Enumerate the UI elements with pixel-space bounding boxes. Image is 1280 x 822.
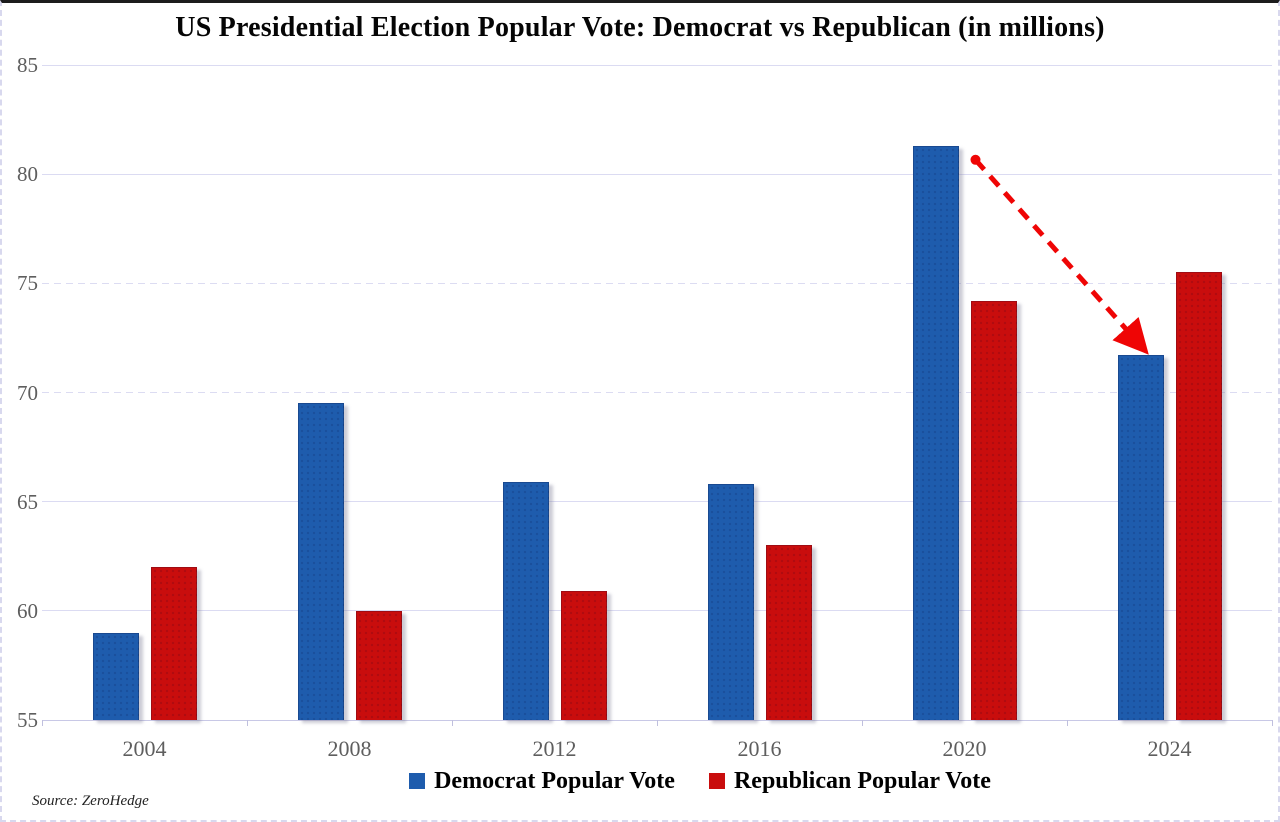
legend-item-republican: Republican Popular Vote	[708, 767, 991, 795]
x-tick-label-2024: 2024	[1147, 736, 1192, 761]
x-axis-boundary-tick	[247, 720, 248, 726]
bar-democrat-2004	[92, 632, 139, 720]
bar-democrat-2012	[502, 482, 549, 720]
legend-label-democrat: Democrat Popular Vote	[434, 767, 675, 794]
source-credit: Source: ZeroHedge	[32, 793, 149, 809]
bar-democrat-2020	[912, 145, 959, 720]
gridline-70	[42, 392, 1272, 393]
gridline-65	[42, 501, 1272, 503]
x-axis-boundary-tick	[1272, 720, 1273, 726]
y-tick-label-75: 75	[17, 271, 38, 296]
x-tick-label-2020: 2020	[942, 736, 987, 761]
x-tick-label-2016: 2016	[737, 736, 782, 761]
y-tick-label-70: 70	[17, 380, 38, 405]
x-axis-boundary-tick	[452, 720, 453, 726]
gridline-80	[42, 173, 1272, 175]
bar-democrat-2008	[297, 403, 344, 720]
bar-republican-2020	[970, 300, 1017, 720]
x-tick-label-2004: 2004	[122, 736, 167, 761]
y-tick-label-80: 80	[17, 162, 38, 187]
bar-republican-2016	[765, 545, 812, 720]
x-axis-boundary-tick	[862, 720, 863, 726]
chart-title: US Presidential Election Popular Vote: D…	[175, 12, 1105, 43]
y-tick-label-65: 65	[17, 489, 38, 514]
bar-democrat-2016	[707, 484, 754, 720]
plot-area: 55 60 65 70 75 80 85 2004 2008 2012 2016 2020 2024	[2, 3, 1278, 820]
bar-democrat-2024	[1117, 355, 1164, 720]
x-axis-boundary-tick	[42, 720, 43, 726]
gridline-85	[42, 64, 1272, 66]
y-tick-label-55: 55	[17, 708, 38, 732]
y-tick-label-60: 60	[17, 598, 38, 623]
bar-republican-2008	[355, 610, 402, 720]
legend: Democrat Popular Vote Republican Popular…	[122, 766, 1278, 796]
gridline-75	[42, 282, 1272, 284]
legend-swatch-democrat	[409, 773, 426, 789]
legend-item-democrat: Democrat Popular Vote	[409, 768, 675, 795]
bar-republican-2024	[1175, 272, 1222, 720]
x-axis-boundary-tick	[657, 720, 658, 726]
bar-republican-2004	[150, 567, 197, 720]
x-tick-label-2008: 2008	[327, 736, 372, 761]
legend-swatch-republican	[708, 773, 725, 789]
y-tick-label-85: 85	[17, 53, 38, 77]
x-tick-label-2012: 2012	[532, 736, 577, 761]
gridline-60	[42, 610, 1272, 612]
legend-label-republican: Republican Popular Vote	[733, 767, 991, 794]
bar-republican-2012	[560, 591, 607, 720]
x-axis-boundary-tick	[1067, 720, 1068, 726]
